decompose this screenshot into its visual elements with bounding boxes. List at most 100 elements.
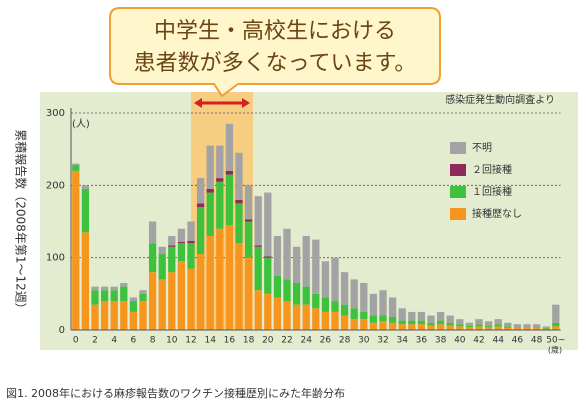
bar-segment <box>292 282 301 305</box>
bar-segment <box>542 327 550 329</box>
bar-segment <box>206 145 214 189</box>
bar-segment <box>129 297 138 302</box>
bar-segment <box>206 192 214 236</box>
bar-segment <box>158 254 166 280</box>
callout-box <box>109 7 441 98</box>
bar-segment <box>350 308 358 320</box>
bar-segment <box>216 145 224 179</box>
x-tick-label: 2 <box>92 336 98 346</box>
x-tick-label: 26 <box>320 336 332 346</box>
callout-line: 患者数が多くなっています。 <box>134 51 417 76</box>
bar-segment <box>302 304 310 330</box>
bar-segment <box>446 322 454 326</box>
bar-segment <box>504 327 512 330</box>
bar-segment <box>168 235 176 246</box>
bar-segment <box>254 246 262 291</box>
legend-swatch <box>450 164 466 176</box>
bar-segment <box>168 245 176 247</box>
bar-segment <box>110 301 118 330</box>
bar-segment <box>379 315 387 322</box>
bar-segment <box>177 243 186 262</box>
bar-segment <box>72 163 80 166</box>
bar-segment <box>446 315 454 323</box>
x-tick-label: 50~ <box>546 336 565 346</box>
bar-segment <box>283 279 291 302</box>
bar-segment <box>139 290 147 294</box>
bar-segment <box>91 304 99 330</box>
bar-segment <box>465 327 474 330</box>
legend-label: 不明 <box>472 142 492 154</box>
bar-segment <box>408 311 416 321</box>
x-tick-label: 12 <box>185 336 196 346</box>
bar-segment <box>129 311 138 330</box>
bar-segment <box>484 321 493 326</box>
x-tick-label: 22 <box>281 336 292 346</box>
x-tick-label: 14 <box>204 336 216 346</box>
bar-segment <box>177 228 186 242</box>
bar-segment <box>523 327 531 328</box>
bar-segment <box>484 325 493 328</box>
bar-segment <box>475 324 483 327</box>
bar-segment <box>216 228 224 330</box>
y-axis-label: 累積報告数（2008年第1～12週） <box>14 129 29 314</box>
bar-segment <box>513 327 522 328</box>
bar-segment <box>187 221 195 242</box>
bar-segment <box>379 290 387 316</box>
bar-segment <box>398 308 406 321</box>
bar-segment <box>302 286 310 305</box>
bar-segment <box>494 319 502 325</box>
bar-segment <box>273 297 282 330</box>
bar-segment <box>360 319 368 330</box>
x-tick-label: 34 <box>396 336 408 346</box>
bar-segment <box>148 243 157 273</box>
bar-segment <box>532 327 541 328</box>
bar-segment <box>139 293 147 302</box>
legend-swatch <box>450 186 466 198</box>
bar-segment <box>417 324 426 330</box>
bar-segment <box>475 326 483 330</box>
x-unit: (歳) <box>548 345 562 355</box>
bar-segment <box>408 324 416 330</box>
bar-segment <box>312 308 320 330</box>
bar-segment <box>388 322 397 330</box>
x-tick-label: 4 <box>111 336 117 346</box>
bar-segment <box>187 243 195 269</box>
bar-segment <box>110 290 118 302</box>
bar-segment <box>292 246 301 283</box>
bar-segment <box>321 297 330 312</box>
bar-segment <box>254 245 262 247</box>
bar-segment <box>340 315 349 330</box>
bar-segment <box>225 225 234 330</box>
bar-segment <box>187 268 195 330</box>
bar-segment <box>417 311 426 321</box>
bar-segment <box>120 282 128 287</box>
y-tick-label: 100 <box>46 253 65 264</box>
bar-segment <box>196 254 205 330</box>
bar-segment <box>244 257 253 330</box>
legend-swatch <box>450 142 466 154</box>
bar-segment <box>369 315 378 323</box>
bar-segment <box>504 322 512 327</box>
x-tick-label: 6 <box>131 336 137 346</box>
bar-segment <box>254 196 262 246</box>
bar-segment <box>216 178 224 182</box>
bar-segment <box>456 326 464 330</box>
bar-segment <box>168 272 176 330</box>
x-tick-label: 0 <box>73 336 79 346</box>
bar-segment <box>91 290 99 305</box>
bar-segment <box>350 319 358 330</box>
bar-segment <box>158 279 166 330</box>
x-tick-label: 10 <box>166 336 178 346</box>
x-tick-label: 32 <box>377 336 388 346</box>
bar-segment <box>81 185 90 189</box>
bar-segment <box>427 322 435 326</box>
bar-segment <box>196 207 205 255</box>
bar-segment <box>331 257 339 302</box>
bar-segment <box>427 325 435 330</box>
bar-segment <box>225 170 234 175</box>
bar-segment <box>552 322 560 327</box>
bar-segment <box>264 192 272 257</box>
bar-segment <box>283 301 291 330</box>
bar-segment <box>321 261 330 298</box>
bar-segment <box>552 326 560 330</box>
